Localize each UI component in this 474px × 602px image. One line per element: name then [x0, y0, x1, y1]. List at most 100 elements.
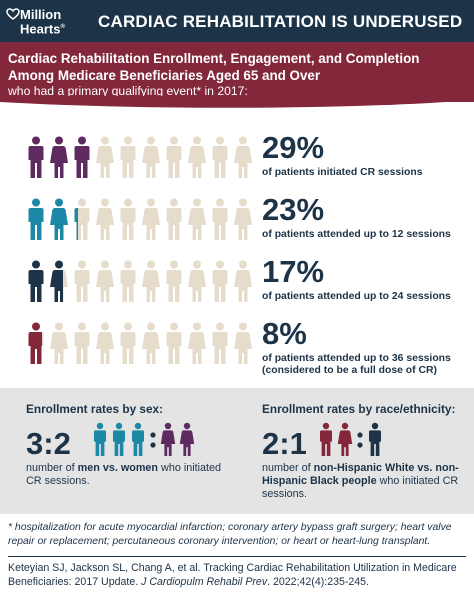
male-person-icon	[28, 198, 44, 240]
person-figure	[187, 260, 207, 304]
stat-label: of patients attended up to 36 sessions (…	[262, 353, 451, 376]
stat-label: of patients attended up to 12 sessions	[262, 229, 451, 240]
female-person-icon	[142, 260, 160, 302]
person-figure	[210, 322, 230, 366]
enrollment-panel: Enrollment rates by sex: 3:2 number of m…	[0, 388, 474, 514]
million-hearts-logo[interactable]: Million Hearts®	[6, 5, 68, 37]
male-person-icon	[120, 136, 136, 178]
male-person	[111, 422, 127, 458]
male-person-icon	[74, 136, 90, 178]
stat-percent: 8%	[262, 316, 307, 351]
female-person-icon	[234, 260, 252, 302]
person-figure	[187, 198, 207, 242]
female-person-icon	[188, 322, 206, 364]
person-figure	[233, 322, 253, 366]
people-figures	[26, 260, 258, 304]
person-figure	[49, 198, 69, 242]
male-person-icon	[132, 422, 144, 456]
person-figure	[95, 198, 115, 242]
person-figure	[49, 136, 69, 180]
logo-text-line1: Million	[20, 7, 62, 22]
person-figure	[118, 260, 138, 304]
person-figure	[49, 260, 69, 304]
race-ratio: 2:1	[262, 426, 307, 461]
male-person-icon	[212, 136, 228, 178]
enrollment-sex-heading: Enrollment rates by sex:	[26, 402, 164, 416]
female-person-icon	[142, 198, 160, 240]
person-figure	[233, 260, 253, 304]
enrollment-race-heading: Enrollment rates by race/ethnicity:	[262, 402, 456, 416]
person-figure	[95, 136, 115, 180]
person-figure	[118, 136, 138, 180]
people-figures	[26, 322, 258, 366]
female-person-icon	[234, 136, 252, 178]
person-figure	[49, 322, 69, 366]
citation: Keteyian SJ, Jackson SL, Chang A, et al.…	[8, 562, 457, 588]
people-figures	[26, 198, 258, 242]
sex-ratio: 3:2	[26, 426, 71, 461]
person-figure	[164, 136, 184, 180]
person-figure	[26, 198, 46, 242]
people-figures	[26, 136, 258, 180]
male-person	[130, 422, 146, 458]
divider	[8, 556, 466, 557]
male-person-icon	[74, 198, 90, 240]
female-person-icon	[188, 136, 206, 178]
male-person-icon	[120, 322, 136, 364]
race-ratio-description: number of non-Hispanic White vs. non-His…	[262, 462, 459, 500]
female-person-icon	[234, 198, 252, 240]
male-person-icon	[369, 422, 381, 456]
banner-title-line1: Cardiac Rehabilitation Enrollment, Engag…	[8, 51, 420, 66]
male-person-icon	[28, 260, 44, 302]
person-figure	[95, 322, 115, 366]
person-figure	[187, 322, 207, 366]
female-person	[337, 422, 353, 458]
subtitle-banner: Cardiac Rehabilitation Enrollment, Engag…	[0, 42, 474, 102]
stat-row-12-sessions: 23% of patients attended up to 12 sessio…	[0, 194, 474, 248]
banner-subtitle: who had a primary qualifying event* in 2…	[8, 84, 248, 98]
female-person-icon	[188, 198, 206, 240]
female-person-icon	[50, 198, 68, 240]
male-person-icon	[166, 198, 182, 240]
male-person-icon	[28, 136, 44, 178]
female-person-icon	[96, 322, 114, 364]
person-figure	[26, 260, 46, 304]
male-person-icon	[120, 198, 136, 240]
person-figure	[164, 260, 184, 304]
female-person-icon	[50, 136, 68, 178]
male-person-icon	[166, 136, 182, 178]
person-figure	[187, 136, 207, 180]
male-person-icon	[212, 260, 228, 302]
male-person	[367, 422, 383, 458]
page-title: CARDIAC REHABILITATION IS UNDERUSED	[98, 12, 463, 31]
person-figure	[141, 322, 161, 366]
person-figure	[210, 260, 230, 304]
female-person-icon	[50, 322, 68, 364]
stat-label: of patients attended up to 24 sessions	[262, 291, 451, 302]
male-person-icon	[94, 422, 106, 456]
stat-percent: 17%	[262, 254, 325, 289]
person-figure	[26, 322, 46, 366]
male-person	[92, 422, 108, 458]
female-person-icon	[50, 260, 68, 302]
person-figure	[210, 198, 230, 242]
male-person-icon	[320, 422, 332, 456]
person-figure	[118, 322, 138, 366]
person-figure	[141, 198, 161, 242]
banner-wave-decoration	[0, 96, 474, 108]
female-person-icon	[96, 198, 114, 240]
male-person-icon	[120, 260, 136, 302]
female-person-icon	[96, 260, 114, 302]
person-figure	[26, 136, 46, 180]
person-figure	[72, 322, 92, 366]
male-person-icon	[212, 198, 228, 240]
female-person-icon	[337, 422, 353, 456]
male-person-icon	[74, 260, 90, 302]
heart-icon	[6, 8, 20, 20]
male-person-icon	[28, 322, 44, 364]
female-person-icon	[142, 136, 160, 178]
female-person-icon	[142, 322, 160, 364]
female-person-icon	[96, 136, 114, 178]
stat-row-36-sessions: 8% of patients attended up to 36 session…	[0, 318, 474, 378]
person-figure	[141, 136, 161, 180]
